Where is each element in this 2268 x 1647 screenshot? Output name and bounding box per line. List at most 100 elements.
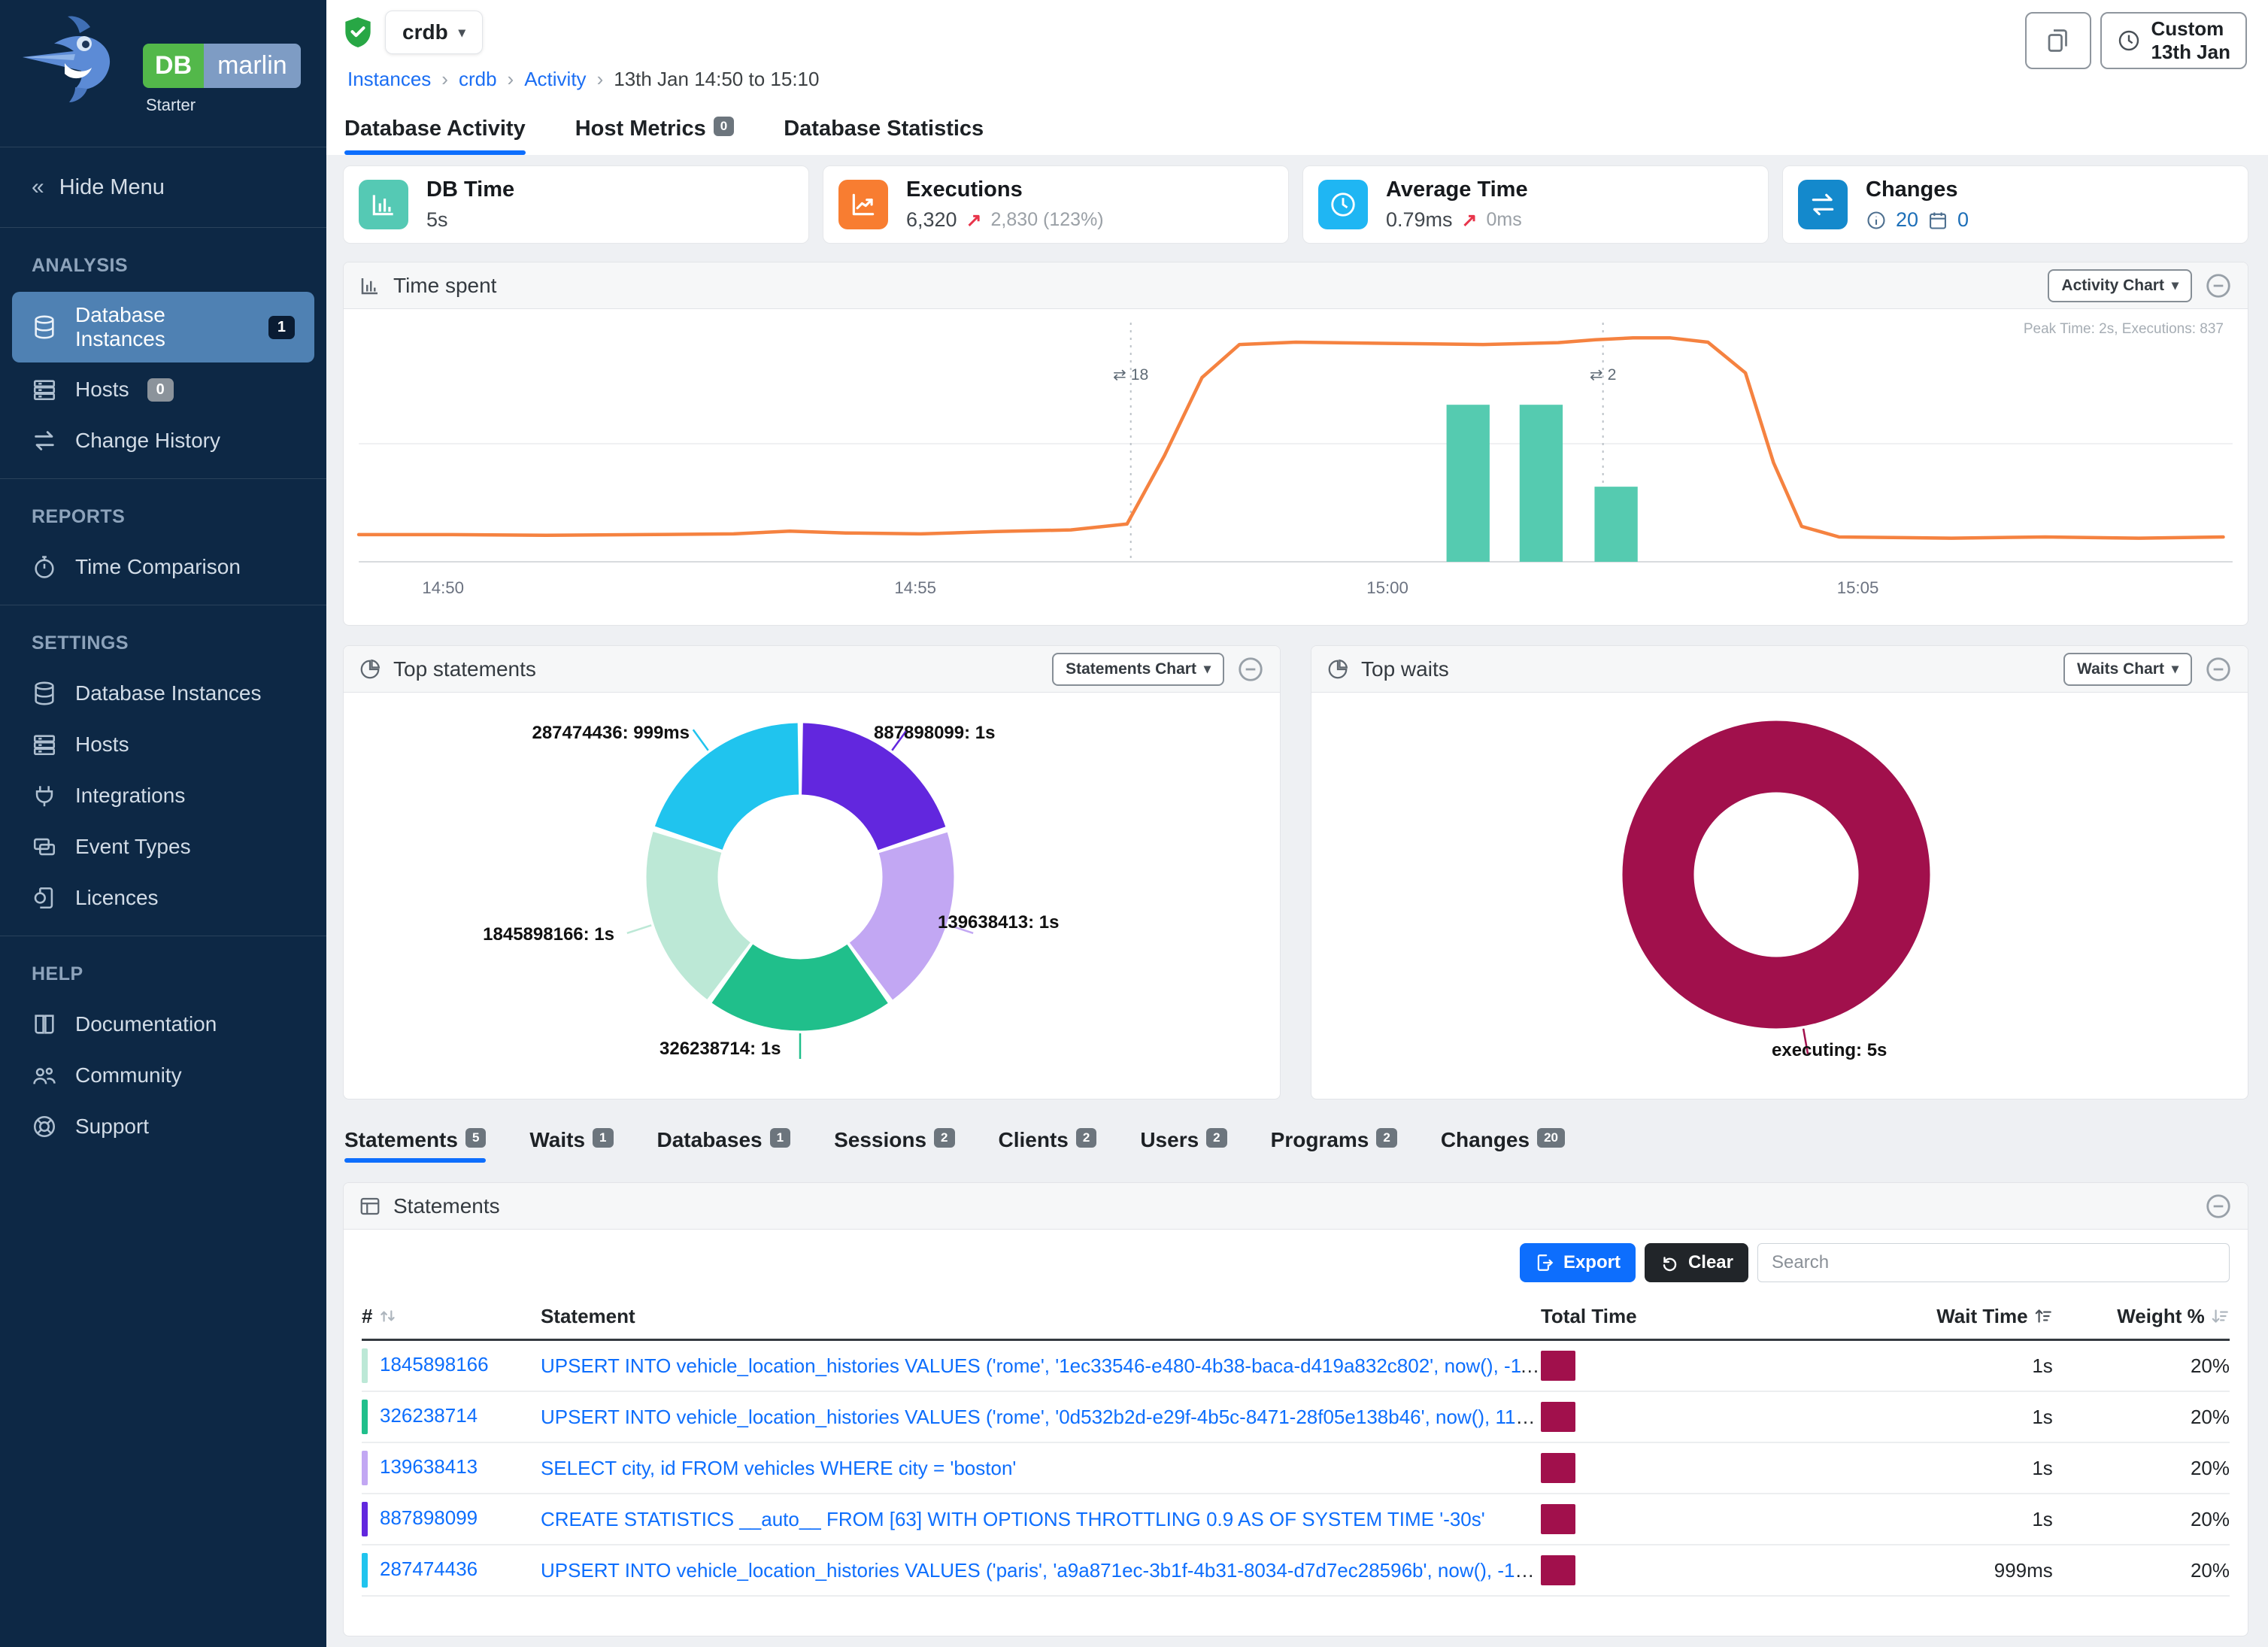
card-executions: Executions 6,320 ↗ 2,830 (123%) — [823, 165, 1289, 244]
activity-chart-dropdown[interactable]: Activity Chart ▾ — [2048, 268, 2192, 302]
collapse-panel-button[interactable] — [2204, 1192, 2233, 1221]
sidebar-item-settings-database-instances[interactable]: Database Instances — [12, 669, 314, 717]
tab-sessions[interactable]: Sessions 2 — [834, 1128, 955, 1163]
statement-id-link[interactable]: 887898099 — [380, 1506, 478, 1529]
tab-label: Programs — [1270, 1128, 1369, 1151]
tab-badge: 2 — [1075, 1128, 1097, 1148]
breadcrumb-instances[interactable]: Instances — [347, 68, 432, 90]
breadcrumb-current-range: 13th Jan 14:50 to 15:10 — [614, 68, 820, 90]
book-icon — [32, 1012, 57, 1037]
collapse-chevrons-icon: « — [32, 174, 44, 199]
sidebar-item-change-history[interactable]: Change History — [12, 417, 314, 465]
sidebar-item-settings-hosts[interactable]: Hosts — [12, 720, 314, 769]
sidebar-item-licences[interactable]: Licences — [12, 874, 314, 922]
statements-chart-dropdown[interactable]: Statements Chart ▾ — [1052, 652, 1224, 686]
export-button[interactable]: Export — [1519, 1243, 1636, 1282]
undo-icon — [1660, 1253, 1679, 1272]
waits-chart-dropdown[interactable]: Waits Chart ▾ — [2063, 652, 2192, 686]
section-title: HELP — [32, 963, 83, 984]
sidebar-item-database-instances[interactable]: Database Instances 1 — [12, 292, 314, 362]
hide-menu-button[interactable]: « Hide Menu — [0, 147, 326, 228]
top-waits-chart[interactable]: executing: 5s — [1311, 693, 2248, 1099]
tab-statements[interactable]: Statements 5 — [344, 1128, 487, 1163]
sidebar-item-label: Change History — [75, 429, 220, 452]
statement-id-link[interactable]: 1845898166 — [380, 1352, 489, 1376]
stopwatch-icon — [32, 554, 57, 580]
sidebar-item-community[interactable]: Community — [12, 1051, 314, 1100]
pie-chart-icon — [359, 658, 381, 681]
tab-database-statistics[interactable]: Database Statistics — [784, 117, 984, 155]
info-icon[interactable] — [1866, 210, 1887, 231]
clear-button[interactable]: Clear — [1644, 1243, 1748, 1282]
search-input[interactable] — [1757, 1243, 2230, 1282]
tab-label: Host Metrics — [575, 117, 706, 141]
tab-database-activity[interactable]: Database Activity — [344, 117, 526, 155]
dropdown-label: Activity Chart — [2061, 276, 2164, 294]
column-header-statement[interactable]: Statement — [540, 1294, 1541, 1341]
statement-link[interactable]: CREATE STATISTICS __auto__ FROM [63] WIT… — [540, 1507, 1485, 1530]
tab-programs[interactable]: Programs 2 — [1271, 1128, 1397, 1163]
statement-id-link[interactable]: 139638413 — [380, 1454, 478, 1478]
count-badge: 1 — [268, 315, 295, 339]
statement-link[interactable]: UPSERT INTO vehicle_location_histories V… — [540, 1405, 1541, 1428]
column-header-weight[interactable]: Weight % — [2052, 1294, 2230, 1341]
tab-badge: 2 — [934, 1128, 955, 1148]
events-count: 0 — [1957, 208, 1969, 231]
tab-label: Clients — [998, 1128, 1069, 1151]
sidebar-item-documentation[interactable]: Documentation — [12, 1000, 314, 1048]
bar-chart-icon — [359, 274, 381, 297]
sidebar-item-label: Documentation — [75, 1012, 217, 1036]
statement-link[interactable]: UPSERT INTO vehicle_location_histories V… — [540, 1354, 1541, 1377]
tab-changes[interactable]: Changes 20 — [1441, 1128, 1565, 1163]
time-spent-chart[interactable]: ⇄ 18 ⇄ 2 14:50 14:55 15:00 15:05 — [353, 314, 2239, 617]
time-range-button[interactable]: Custom 13th Jan — [2100, 12, 2247, 69]
wait-time-value: 1s — [1824, 1339, 2053, 1392]
total-time-bar — [1540, 1351, 1575, 1381]
statement-link[interactable]: SELECT city, id FROM vehicles WHERE city… — [540, 1456, 1017, 1479]
brand-db-badge: DB — [143, 44, 205, 88]
sidebar-item-label: Community — [75, 1063, 182, 1087]
sidebar-item-label: Integrations — [75, 784, 186, 807]
svg-text:15:00: 15:00 — [1366, 578, 1408, 597]
sidebar-item-label: Event Types — [75, 835, 191, 858]
copy-link-button[interactable] — [2024, 12, 2091, 69]
statement-id-link[interactable]: 287474436 — [380, 1557, 478, 1580]
column-header-wait-time[interactable]: Wait Time — [1824, 1294, 2053, 1341]
sidebar-item-hosts[interactable]: Hosts 0 — [12, 365, 314, 414]
tab-users[interactable]: Users 2 — [1140, 1128, 1227, 1163]
tab-waits[interactable]: Waits 1 — [529, 1128, 614, 1163]
tab-host-metrics[interactable]: Host Metrics 0 — [575, 117, 735, 155]
pie-slice-label: 887898099: 1s — [874, 723, 996, 743]
column-header-total-time[interactable]: Total Time — [1540, 1294, 1824, 1341]
table-row: 887898099 CREATE STATISTICS __auto__ FRO… — [362, 1494, 2230, 1545]
collapse-panel-button[interactable] — [2204, 655, 2233, 684]
statements-panel: Statements Export Clear — [343, 1182, 2248, 1636]
panel-title: Top waits — [1361, 657, 1449, 681]
tab-databases[interactable]: Databases 1 — [657, 1128, 791, 1163]
sidebar-section-analysis: ANALYSIS Database Instances 1 Hosts 0 Ch… — [0, 228, 326, 478]
weight-value: 20% — [2052, 1442, 2230, 1494]
sidebar-item-event-types[interactable]: Event Types — [12, 823, 314, 871]
total-time-bar — [1540, 1453, 1575, 1483]
sidebar-item-integrations[interactable]: Integrations — [12, 772, 314, 820]
tab-clients[interactable]: Clients 2 — [999, 1128, 1097, 1163]
statement-link[interactable]: UPSERT INTO vehicle_location_histories V… — [540, 1558, 1541, 1582]
collapse-panel-button[interactable] — [2204, 271, 2233, 300]
sidebar-item-time-comparison[interactable]: Time Comparison — [12, 543, 314, 591]
breadcrumb-crdb[interactable]: crdb — [458, 68, 497, 90]
bar-chart-icon — [369, 190, 398, 219]
instance-selector[interactable]: crdb ▾ — [385, 11, 483, 54]
column-header-num[interactable]: # — [362, 1294, 541, 1341]
breadcrumb-separator: › — [507, 68, 514, 90]
statement-id-link[interactable]: 326238714 — [380, 1403, 478, 1427]
breadcrumb: Instances › crdb › Activity › 13th Jan 1… — [347, 68, 2248, 91]
sidebar-item-support[interactable]: Support — [12, 1103, 314, 1151]
calendar-icon[interactable] — [1927, 210, 1948, 231]
brand-marlin-badge: marlin — [204, 44, 301, 88]
breadcrumb-activity[interactable]: Activity — [524, 68, 587, 90]
panel-title: Time spent — [393, 273, 497, 297]
chevron-down-icon: ▾ — [2171, 661, 2179, 676]
top-statements-chart[interactable]: 887898099: 1s 139638413: 1s 326238714: 1… — [344, 693, 1280, 1099]
collapse-panel-button[interactable] — [1236, 655, 1265, 684]
licence-icon — [32, 885, 57, 911]
